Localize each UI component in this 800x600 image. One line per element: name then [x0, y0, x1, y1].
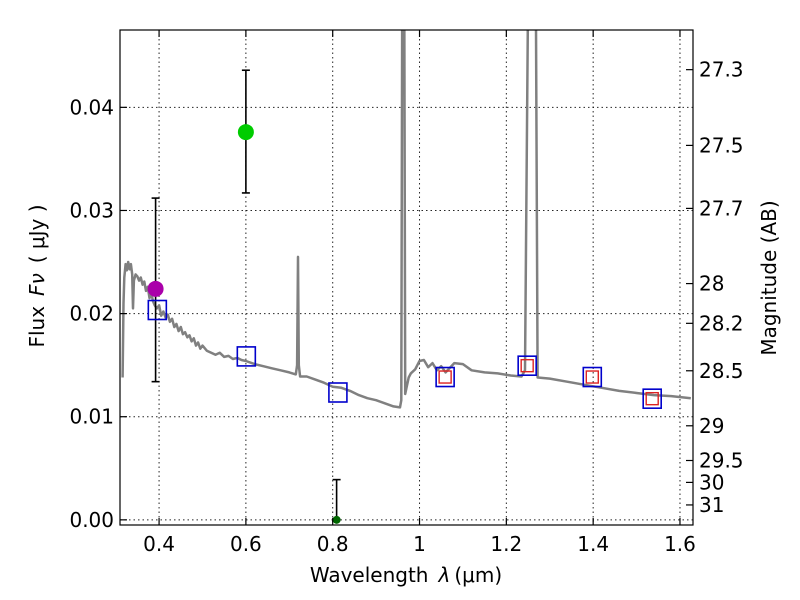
model-photometry-inner-square	[585, 370, 599, 384]
y-tick-label: 0.02	[69, 302, 114, 326]
magnitude-tick-label: 30	[699, 470, 724, 494]
magnitude-tick-label: 28	[699, 272, 724, 296]
observed-point	[332, 515, 341, 524]
magnitude-tick-label: 31	[699, 493, 724, 517]
y-tick-label: 0.00	[69, 508, 114, 532]
axis-ticks: 0.4 0.6 0.8 1 1.2 1.4 1.6 0.00 0.01 0.02 0.03 0.04 2…	[69, 30, 744, 556]
magnitude-tick-label: 29	[699, 414, 724, 438]
x-tick-label: 1	[413, 532, 426, 556]
x-tick-label: 1.4	[577, 532, 609, 556]
model-photometry-inner-square	[438, 370, 452, 384]
model-photometry-square	[435, 366, 455, 388]
y-tick-label: 0.03	[69, 198, 114, 222]
x-tick-label: 0.4	[143, 532, 175, 556]
magnitude-tick-label: 27.3	[699, 58, 744, 82]
model-photometry-square	[328, 382, 348, 403]
y-tick-label: 0.01	[69, 405, 114, 429]
magnitude-tick-label: 27.7	[699, 196, 744, 220]
observed-point	[237, 124, 254, 141]
x-tick-label: 1.2	[490, 532, 522, 556]
model-photometry-square	[642, 388, 662, 409]
x-tick-label: 0.6	[230, 532, 262, 556]
magnitude-tick-label: 28.5	[699, 359, 744, 383]
model-photometry-square	[147, 299, 168, 321]
magnitude-axis-label: Magnitude (AB)	[757, 200, 781, 355]
observed-point	[147, 280, 164, 297]
x-tick-label: 0.8	[317, 532, 349, 556]
x-tick-label: 1.6	[664, 532, 696, 556]
model-photometry-square	[236, 346, 257, 367]
magnitude-tick-label: 27.5	[699, 133, 744, 157]
grid-lines	[120, 30, 693, 525]
x-axis-label: Wavelength λ (μm)	[310, 563, 502, 587]
model-photometry-inner-square	[520, 358, 534, 373]
magnitude-tick-label: 28.2	[699, 311, 744, 335]
y-tick-label: 0.04	[69, 95, 114, 119]
y-axis-label: FluxFν( μJy )	[25, 204, 49, 347]
model-photometry-square	[582, 366, 603, 388]
marker-layer	[147, 69, 662, 524]
model-photometry-inner-square	[645, 391, 659, 406]
magnitude-tick-label: 29.5	[699, 448, 744, 472]
model-photometry-square	[517, 355, 537, 376]
plot-frame	[119, 29, 694, 526]
